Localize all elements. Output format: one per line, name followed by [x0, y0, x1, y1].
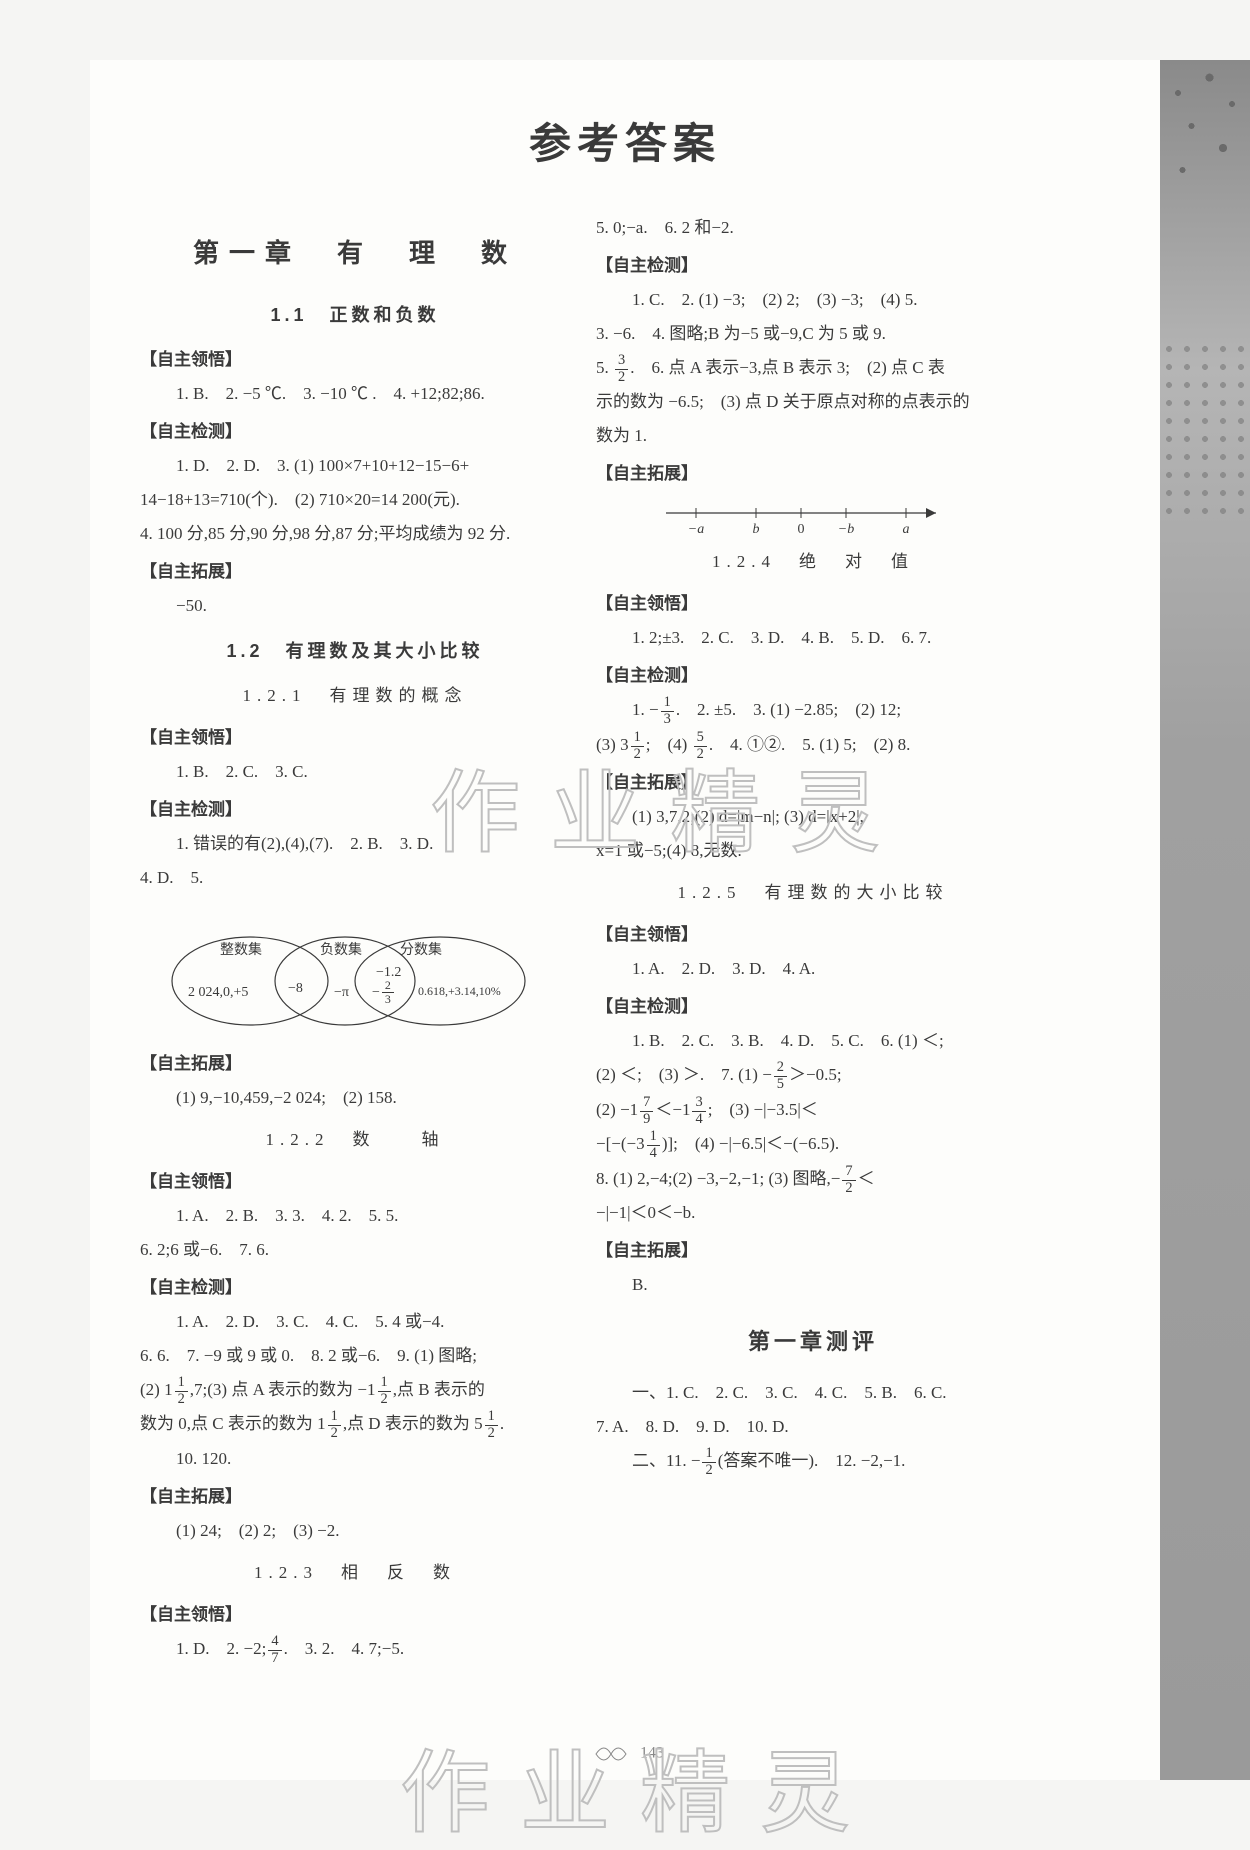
sidebar-dots-top [1160, 60, 1250, 280]
sidebar-label: 参考答案 [1194, 580, 1250, 694]
venn-lm: −8 [288, 975, 303, 1003]
venn-label-2: 负数集 [320, 937, 362, 965]
page-number-text: 143 [640, 1745, 664, 1762]
test-l3: 二、11. −12(答案不唯一). 12. −2,−1. [596, 1444, 1030, 1478]
r-cont-1: 5. 0;−a. 6. 2 和−2. [596, 211, 1030, 245]
sidebar-decoration: 参考答案 [1160, 60, 1250, 1780]
s122-lingwu-2: 6. 2;6 或−6. 7. 6. [140, 1233, 570, 1267]
page-number: 143 [586, 1740, 664, 1768]
s122-jiance-1: 1. A. 2. D. 3. C. 4. C. 5. 4 或−4. [140, 1305, 570, 1339]
sidebar-dots-mid [1160, 340, 1250, 520]
s125-lingwu: 1. A. 2. D. 3. D. 4. A. [596, 952, 1030, 986]
s125-lingwu-label: 【自主领悟】 [596, 918, 1030, 952]
s125-jiance-6: −|−1|＜0＜−b. [596, 1196, 1030, 1230]
section-1-1-title: 1.1 正数和负数 [140, 297, 570, 333]
s11-jiance-2: 14−18+13=710(个). (2) 710×20=14 200(元). [140, 483, 570, 517]
venn-mrb: −23 [372, 979, 396, 1007]
s125-jiance-1: 1. B. 2. C. 3. B. 4. D. 5. C. 6. (1) ＜; [596, 1024, 1030, 1058]
s125-tuozhan: B. [596, 1268, 1030, 1302]
s121-tuozhan: (1) 9,−10,459,−2 024; (2) 158. [140, 1081, 570, 1115]
chapter-test-title: 第一章测评 [596, 1320, 1030, 1364]
section-1-2-title: 1.2 有理数及其大小比较 [140, 633, 570, 669]
s11-lingwu-label: 【自主领悟】 [140, 343, 570, 377]
r-jiance-3: 5. 32. 6. 点 A 表示−3,点 B 表示 3; (2) 点 C 表 [596, 351, 1030, 385]
s11-jiance-label: 【自主检测】 [140, 415, 570, 449]
s121-lingwu-label: 【自主领悟】 [140, 721, 570, 755]
left-column: 第一章 有 理 数 1.1 正数和负数 【自主领悟】 1. B. 2. −5 ℃… [130, 211, 570, 1666]
s121-jiance-1: 1. 错误的有(2),(4),(7). 2. B. 3. D. [140, 827, 570, 861]
venn-right: 0.618,+3.14,10% [418, 979, 501, 1003]
r-jiance-2: 3. −6. 4. 图略;B 为−5 或−9,C 为 5 或 9. [596, 317, 1030, 351]
s11-jiance-3: 4. 100 分,85 分,90 分,98 分,87 分;平均成绩为 92 分. [140, 517, 570, 551]
page: 参考答案 作业精灵 作业精灵 第一章 有 理 数 1.1 正数和负数 【自主领悟… [90, 60, 1160, 1780]
s124-lingwu: 1. 2;±3. 2. C. 3. D. 4. B. 5. D. 6. 7. [596, 621, 1030, 655]
r-jiance-5: 数为 1. [596, 419, 1030, 453]
s11-tuozhan: −50. [140, 589, 570, 623]
s124-tuozhan-label: 【自主拓展】 [596, 766, 1030, 800]
svg-text:b: b [753, 522, 760, 537]
s121-jiance-2: 4. D. 5. [140, 861, 570, 895]
content-columns: 第一章 有 理 数 1.1 正数和负数 【自主领悟】 1. B. 2. −5 ℃… [130, 211, 1120, 1666]
s122-jiance-5: 10. 120. [140, 1442, 570, 1476]
s124-tuozhan-2: x=1 或−5;(4) 8,无数. [596, 834, 1030, 868]
r-jiance-1: 1. C. 2. (1) −3; (2) 2; (3) −3; (4) 5. [596, 283, 1030, 317]
s122-jiance-label: 【自主检测】 [140, 1271, 570, 1305]
s125-jiance-4: −[−(−314)]; (4) −|−6.5|＜−(−6.5). [596, 1127, 1030, 1161]
venn-label-1: 整数集 [220, 937, 262, 965]
venn-label-3: 分数集 [400, 937, 442, 965]
sub-124-title: 1.2.4 绝 对 值 [596, 545, 1030, 579]
venn-left: 2 024,0,+5 [188, 979, 248, 1007]
s122-jiance-4: 数为 0,点 C 表示的数为 112,点 D 表示的数为 512. [140, 1407, 570, 1441]
s121-jiance-label: 【自主检测】 [140, 793, 570, 827]
test-l2: 7. A. 8. D. 9. D. 10. D. [596, 1410, 1030, 1444]
s125-jiance-2: (2) ＜; (3) ＞. 7. (1) −25＞−0.5; [596, 1058, 1030, 1092]
right-column: 5. 0;−a. 6. 2 和−2. 【自主检测】 1. C. 2. (1) −… [590, 211, 1030, 1666]
leaf-icon [586, 1740, 636, 1768]
s122-tuozhan-label: 【自主拓展】 [140, 1480, 570, 1514]
s125-jiance-5: 8. (1) 2,−4;(2) −3,−2,−1; (3) 图略,−72＜ [596, 1162, 1030, 1196]
s123-lingwu: 1. D. 2. −2;47. 3. 2. 4. 7;−5. [140, 1632, 570, 1666]
s124-jiance-1: 1. −13. 2. ±5. 3. (1) −2.85; (2) 12; [596, 693, 1030, 727]
svg-text:a: a [903, 522, 910, 537]
chapter-title: 第一章 有 理 数 [140, 227, 570, 279]
venn-diagram: 整数集 负数集 分数集 2 024,0,+5 −8 −π −1.2 −23 0.… [160, 901, 530, 1041]
sub-122-title: 1.2.2 数 轴 [140, 1123, 570, 1157]
sub-121-title: 1.2.1 有理数的概念 [140, 679, 570, 713]
s125-jiance-3: (2) −179＜−134; (3) −|−3.5|＜ [596, 1093, 1030, 1127]
s11-jiance-1: 1. D. 2. D. 3. (1) 100×7+10+12−15−6+ [140, 449, 570, 483]
sub-125-title: 1.2.5 有理数的大小比较 [596, 876, 1030, 910]
sub-123-title: 1.2.3 相 反 数 [140, 1556, 570, 1590]
s124-lingwu-label: 【自主领悟】 [596, 587, 1030, 621]
s121-tuozhan-label: 【自主拓展】 [140, 1047, 570, 1081]
s121-lingwu: 1. B. 2. C. 3. C. [140, 755, 570, 789]
venn-mid: −π [334, 979, 349, 1007]
s125-jiance-label: 【自主检测】 [596, 990, 1030, 1024]
s125-tuozhan-label: 【自主拓展】 [596, 1234, 1030, 1268]
r-tuozhan-label: 【自主拓展】 [596, 457, 1030, 491]
svg-text:−a: −a [688, 522, 704, 537]
r-jiance-label: 【自主检测】 [596, 249, 1030, 283]
s124-tuozhan-1: (1) 3,7,2;(2) d=|m−n|; (3) d=|x+2|, [596, 800, 1030, 834]
s122-lingwu-1: 1. A. 2. B. 3. 3. 4. 2. 5. 5. [140, 1199, 570, 1233]
number-line: −a b 0 −b a [656, 497, 956, 537]
s122-tuozhan: (1) 24; (2) 2; (3) −2. [140, 1514, 570, 1548]
s11-lingwu: 1. B. 2. −5 ℃. 3. −10 ℃ . 4. +12;82;86. [140, 377, 570, 411]
s11-tuozhan-label: 【自主拓展】 [140, 555, 570, 589]
s122-jiance-2: 6. 6. 7. −9 或 9 或 0. 8. 2 或−6. 9. (1) 图略… [140, 1339, 570, 1373]
page-title: 参考答案 [130, 110, 1120, 171]
r-jiance-4: 示的数为 −6.5; (3) 点 D 关于原点对称的点表示的 [596, 385, 1030, 419]
s123-lingwu-label: 【自主领悟】 [140, 1598, 570, 1632]
venn-svg [160, 901, 530, 1041]
s124-jiance-label: 【自主检测】 [596, 659, 1030, 693]
svg-text:0: 0 [798, 522, 805, 537]
s124-jiance-2: (3) 312; (4) 52. 4. ①②. 5. (1) 5; (2) 8. [596, 728, 1030, 762]
s122-jiance-3: (2) 112,7;(3) 点 A 表示的数为 −112,点 B 表示的 [140, 1373, 570, 1407]
test-l1: 一、1. C. 2. C. 3. C. 4. C. 5. B. 6. C. [596, 1376, 1030, 1410]
s122-lingwu-label: 【自主领悟】 [140, 1165, 570, 1199]
svg-text:−b: −b [838, 522, 854, 537]
